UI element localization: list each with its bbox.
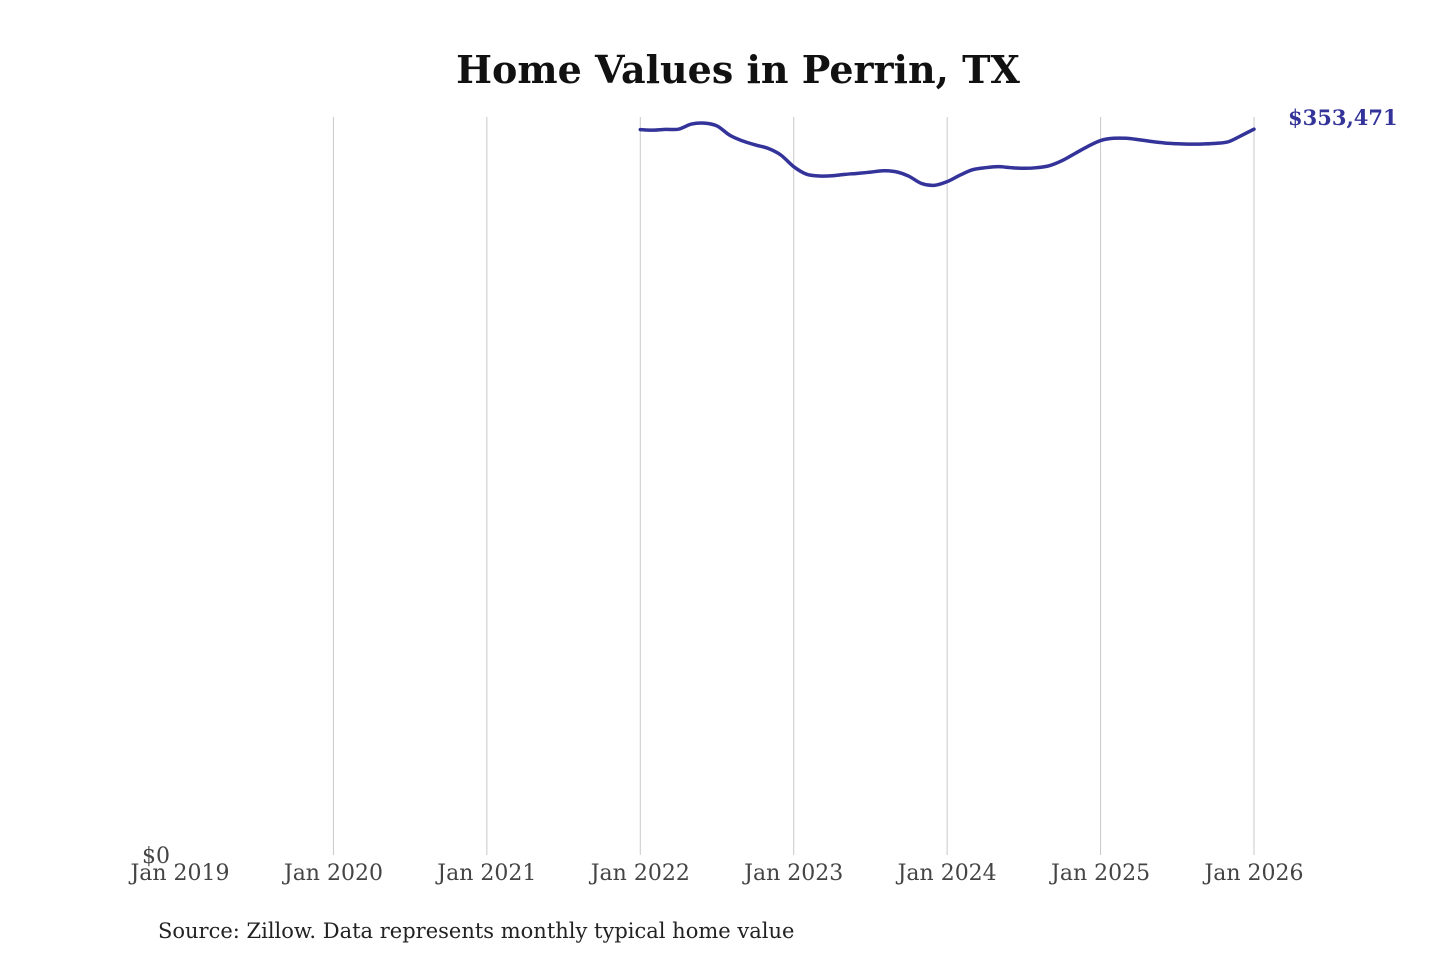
x-tick-label: Jan 2019 xyxy=(128,861,229,886)
series-line-0 xyxy=(638,121,1256,188)
x-tick-label: Jan 2025 xyxy=(1049,861,1150,886)
x-tick-label: Jan 2022 xyxy=(589,861,690,886)
x-tick-label: Jan 2024 xyxy=(896,861,997,886)
series-layer xyxy=(638,121,1256,188)
end-value-label: $353,471 xyxy=(1288,105,1398,130)
source-note: Source: Zillow. Data represents monthly … xyxy=(158,919,794,943)
x-tick-label: Jan 2020 xyxy=(282,861,383,886)
x-tick-label: Jan 2026 xyxy=(1202,861,1303,886)
y-axis-tick-labels: $0 xyxy=(142,844,170,869)
x-tick-label: Jan 2023 xyxy=(742,861,843,886)
vertical-gridlines xyxy=(332,117,1255,855)
chart-title: Home Values in Perrin, TX xyxy=(456,47,1020,92)
x-tick-label: Jan 2021 xyxy=(435,861,536,886)
y-tick-label: $0 xyxy=(142,844,170,869)
x-axis-tick-labels: Jan 2019 Jan 2020 Jan 2021 Jan 2022 Jan 2023… xyxy=(128,861,1303,886)
